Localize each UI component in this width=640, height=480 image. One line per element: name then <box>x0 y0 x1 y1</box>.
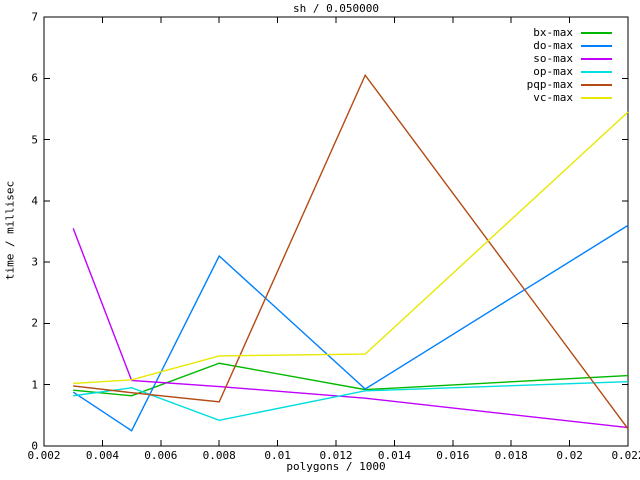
x-tick-label: 0.006 <box>144 449 178 462</box>
legend-label: do-max <box>533 39 573 52</box>
legend-item-bx-max: bx-max <box>527 26 612 39</box>
x-tick-label: 0.014 <box>377 449 411 462</box>
legend-item-op-max: op-max <box>527 65 612 78</box>
x-tick-label: 0.01 <box>264 449 291 462</box>
legend-swatch <box>581 44 612 47</box>
legend-swatch <box>581 83 612 86</box>
legend-label: pqp-max <box>526 78 573 91</box>
x-tick-label: 0.022 <box>611 449 640 462</box>
legend: bx-max do-max so-max op-max pqp-max vc-max <box>527 26 612 104</box>
x-axis-label: polygons / 1000 <box>286 460 386 473</box>
series-line-do-max <box>72 224 629 432</box>
legend-swatch <box>581 57 612 60</box>
y-tick-label: 7 <box>31 10 38 24</box>
series-line-vc-max <box>73 111 629 385</box>
y-tick-label: 1 <box>31 378 38 392</box>
legend-swatch <box>581 70 612 73</box>
y-tick-label: 0 <box>31 439 38 453</box>
series-line-so-max <box>72 228 629 429</box>
chart-title: sh / 0.050000 <box>292 2 380 15</box>
x-tick-label: 0.004 <box>85 449 119 462</box>
y-tick-label: 5 <box>31 133 38 147</box>
legend-item-vc-max: vc-max <box>527 91 612 104</box>
legend-swatch <box>581 31 612 34</box>
legend-item-do-max: do-max <box>527 39 612 52</box>
x-tick-label: 0.012 <box>319 449 353 462</box>
legend-label: op-max <box>533 65 573 78</box>
y-axis-label: time / millisec <box>3 180 17 281</box>
x-tick-label: 0.008 <box>202 449 236 462</box>
legend-label: bx-max <box>533 26 573 39</box>
legend-label: vc-max <box>533 91 573 104</box>
legend-item-pqp-max: pqp-max <box>527 78 612 91</box>
y-tick-label: 6 <box>31 71 38 85</box>
x-tick-label: 0.02 <box>556 449 583 462</box>
series-line-pqp-max <box>73 73 629 430</box>
x-tick-label: 0.016 <box>436 449 470 462</box>
y-tick-label: 2 <box>31 316 38 330</box>
legend-swatch <box>581 96 612 99</box>
legend-label: so-max <box>533 52 573 65</box>
y-tick-label: 4 <box>31 194 38 208</box>
x-tick-label: 0.018 <box>494 449 528 462</box>
legend-item-so-max: so-max <box>527 52 612 65</box>
y-tick-label: 3 <box>31 255 38 269</box>
x-tick-label: 0.002 <box>27 449 61 462</box>
series-line-bx-max <box>73 362 629 397</box>
